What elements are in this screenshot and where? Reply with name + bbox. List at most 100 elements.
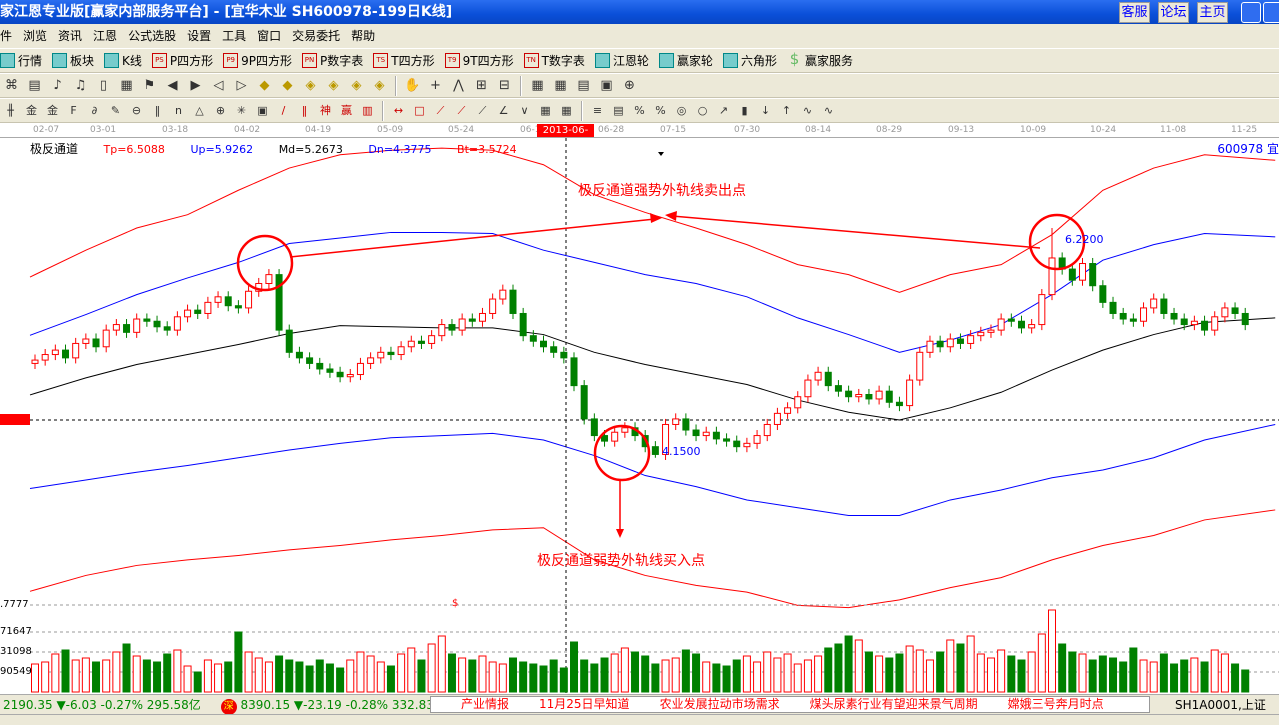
- right-diamond-icon[interactable]: ◆: [282, 78, 293, 93]
- arrows-icon[interactable]: ○: [697, 104, 708, 117]
- zigzag-icon[interactable]: ∠: [498, 104, 509, 117]
- menu-item[interactable]: 设置: [187, 29, 212, 43]
- fib-icon[interactable]: F: [70, 104, 77, 117]
- web-icon[interactable]: ✳: [236, 104, 247, 117]
- news-item[interactable]: 产业情报: [461, 697, 510, 711]
- pen-icon[interactable]: ✎: [110, 104, 121, 117]
- chart-icon[interactable]: ▦: [120, 78, 133, 93]
- wave2-icon[interactable]: ∿: [802, 104, 813, 117]
- news-ticker[interactable]: 产业情报 11月25日早知道 农业发展拉动市场需求 煤头尿素行业有望迎来景气周期 嫦娥三…: [430, 696, 1150, 713]
- menu-item[interactable]: 江恩: [93, 29, 118, 43]
- next-icon[interactable]: ▷: [236, 78, 247, 93]
- fan2-icon[interactable]: ⟋: [436, 104, 445, 117]
- report-icon[interactable]: ▤: [577, 78, 590, 93]
- toolbar-button[interactable]: 江恩轮: [594, 52, 649, 69]
- god-icon[interactable]: ‖: [301, 104, 308, 117]
- gold-icon[interactable]: 金: [26, 104, 37, 117]
- news-item[interactable]: 煤头尿素行业有望迎来景气周期: [809, 697, 978, 711]
- homepage-button[interactable]: 主页: [1197, 2, 1228, 23]
- menu-item[interactable]: 窗口: [257, 29, 282, 43]
- p9-chart-icon[interactable]: ♫: [74, 78, 87, 93]
- first-icon[interactable]: ◀: [167, 78, 178, 93]
- toolbar-button[interactable]: TN T数字表: [523, 52, 585, 69]
- toolbar-button[interactable]: PN P数字表: [302, 52, 363, 69]
- expand-h-icon[interactable]: ◈: [305, 78, 316, 93]
- angle-icon[interactable]: /: [281, 104, 286, 117]
- square-icon[interactable]: n: [175, 104, 182, 117]
- p3-icon[interactable]: ♪: [53, 78, 62, 93]
- circle-icon[interactable]: ⊖: [131, 104, 142, 117]
- menu-item[interactable]: 件: [0, 29, 13, 43]
- toolbar-button[interactable]: TS T四方形: [373, 52, 435, 69]
- box-icon[interactable]: ↔: [393, 104, 404, 117]
- kline-chart[interactable]: [0, 138, 1279, 694]
- grid-icon[interactable]: ∨: [520, 104, 529, 117]
- width-icon[interactable]: ▥: [362, 104, 373, 117]
- toolbar-button[interactable]: 行情: [0, 52, 42, 69]
- cycle-icon[interactable]: ◎: [676, 104, 687, 117]
- triangle-icon[interactable]: △: [195, 104, 204, 117]
- toolbar-button[interactable]: P9 9P四方形: [223, 52, 292, 69]
- expand-v-icon[interactable]: ◈: [374, 78, 385, 93]
- up-icon[interactable]: ↓: [760, 104, 771, 117]
- minimize-button[interactable]: [1241, 2, 1261, 23]
- wave-icon[interactable]: ↑: [781, 104, 792, 117]
- left-diamond-icon[interactable]: ◆: [259, 78, 270, 93]
- candle-type-icon[interactable]: ▯: [99, 78, 108, 93]
- toolbar-button[interactable]: $ 赢家服务: [787, 52, 853, 69]
- fan3-icon[interactable]: ⟋: [457, 104, 466, 117]
- network-icon[interactable]: ⊕: [624, 78, 635, 93]
- line-tool-icon[interactable]: ⋀: [453, 78, 464, 93]
- win-icon[interactable]: 神: [320, 104, 331, 117]
- marker-icon[interactable]: ∿: [823, 104, 834, 117]
- toolbar-button[interactable]: 赢家轮: [658, 52, 713, 69]
- parallel-icon[interactable]: ‖: [154, 104, 161, 117]
- down-icon[interactable]: ▮: [741, 104, 748, 117]
- flag-icon[interactable]: ⚑: [143, 78, 156, 93]
- customer-service-button[interactable]: 客服: [1119, 2, 1150, 23]
- shrink-h-icon[interactable]: ◈: [328, 78, 339, 93]
- toolbar-button[interactable]: 板块: [52, 52, 94, 69]
- channel-icon[interactable]: ▦: [561, 104, 572, 117]
- hand-icon[interactable]: ✋: [404, 78, 421, 93]
- fan-icon[interactable]: □: [414, 104, 425, 117]
- gold2-icon[interactable]: 金: [47, 104, 58, 117]
- bars-icon[interactable]: ↗: [718, 104, 729, 117]
- filter-icon[interactable]: ⊞: [476, 78, 487, 93]
- menu-item[interactable]: 工具: [222, 29, 247, 43]
- news-item[interactable]: 农业发展拉动市场需求: [659, 697, 780, 711]
- forum-button[interactable]: 论坛: [1158, 2, 1189, 23]
- ray-icon[interactable]: ⟋: [478, 104, 487, 117]
- target-icon[interactable]: ⊕: [215, 104, 226, 117]
- grid2-icon[interactable]: ▦: [540, 104, 551, 117]
- gann-grid-icon[interactable]: ⌘: [5, 78, 18, 93]
- calculator-icon[interactable]: ▦: [554, 78, 567, 93]
- ruler-icon[interactable]: 赢: [341, 104, 352, 117]
- last-icon[interactable]: ▶: [190, 78, 201, 93]
- menu-item[interactable]: 交易委托: [292, 29, 341, 43]
- spiral-icon[interactable]: ∂: [91, 104, 98, 117]
- square-grid-icon[interactable]: ▣: [257, 104, 268, 117]
- prev-icon[interactable]: ◁: [213, 78, 224, 93]
- menu-item[interactable]: 资讯: [58, 29, 83, 43]
- line-icon[interactable]: ╫: [7, 104, 14, 117]
- circle2-icon[interactable]: %: [655, 104, 666, 117]
- news-item[interactable]: 11月25日早知道: [539, 697, 630, 711]
- shanghai-index[interactable]: 2190.35 ▼-6.03 -0.27% 295.58亿: [3, 698, 201, 712]
- toolbar-button[interactable]: K线: [104, 52, 142, 69]
- menu-item[interactable]: 浏览: [23, 29, 48, 43]
- shenzhen-index[interactable]: 8390.15 ▼-23.19 -0.28% 332.83亿: [240, 698, 446, 712]
- table-icon[interactable]: ≡: [592, 104, 603, 117]
- percent-icon[interactable]: ▤: [613, 104, 624, 117]
- crosshair-icon[interactable]: +: [430, 78, 441, 93]
- shrink-v-icon[interactable]: ◈: [351, 78, 362, 93]
- toolbar-button[interactable]: 六角形: [722, 52, 777, 69]
- toolbar-button[interactable]: PS P四方形: [151, 52, 213, 69]
- percent2-icon[interactable]: %: [634, 104, 645, 117]
- save-icon[interactable]: ▣: [600, 78, 613, 93]
- formula-icon[interactable]: ⊟: [499, 78, 510, 93]
- calendar-icon[interactable]: ▦: [531, 78, 544, 93]
- maximize-button[interactable]: [1263, 2, 1279, 23]
- news-item[interactable]: 嫦娥三号奔月时点: [1007, 697, 1104, 711]
- menu-item[interactable]: 帮助: [351, 29, 376, 43]
